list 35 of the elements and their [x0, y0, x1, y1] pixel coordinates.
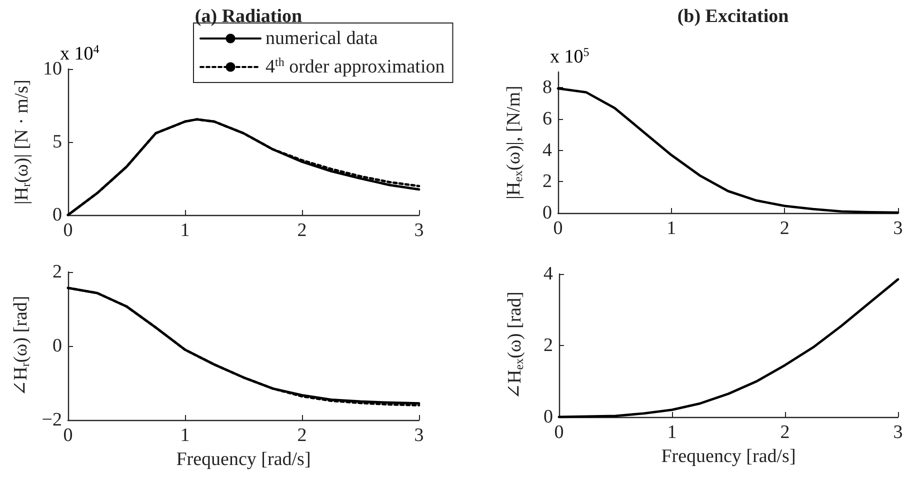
y-tick-label: 2	[52, 262, 62, 282]
x-tick-label: 1	[180, 220, 190, 241]
y-tick-label: 0	[52, 204, 62, 226]
x-tick-label: 3	[414, 425, 424, 446]
y-tick-label: −2	[42, 410, 62, 430]
y-tick-label: 4	[544, 264, 554, 284]
y-tick-label: 0	[52, 336, 62, 356]
y-axis-title: |Hr(ω)| [N · m/s]	[12, 80, 34, 204]
y-tick-label: 2	[544, 335, 553, 356]
y-tick-label: 0	[542, 202, 552, 224]
x-tick-label: 3	[893, 218, 903, 239]
y-tick-label: 6	[542, 108, 552, 130]
y-axis-title: ∠Hex(ω) [rad]	[504, 292, 526, 400]
x-tick-label: 3	[414, 220, 424, 241]
legend-label: numerical data	[266, 28, 378, 49]
y-tick-label: 5	[52, 132, 62, 152]
x-tick-label: 2	[297, 220, 307, 241]
x-tick-label: 1	[667, 422, 677, 443]
x-axis-title: Frequency [rad/s]	[661, 446, 796, 467]
x-tick-label: 1	[666, 218, 676, 239]
chart-title: (b) Excitation	[677, 6, 790, 27]
y-tick-label: 4	[542, 140, 552, 161]
x-tick-label: 3	[893, 422, 903, 443]
x-axis-title: Frequency [rad/s]	[176, 449, 311, 470]
x-tick-label: 2	[780, 218, 790, 239]
y-tick-label: 10	[43, 58, 62, 80]
y-tick-label: 8	[542, 77, 552, 98]
y-axis-title: |Hex(ω)|, [N/m]	[504, 86, 525, 200]
y-axis-title: ∠Hr(ω) [rad]	[10, 296, 32, 396]
y-tick-label: 0	[544, 406, 553, 428]
x-tick-label: 1	[180, 425, 190, 446]
x-tick-label: 2	[780, 422, 790, 443]
chart-title: (a) Radiation	[194, 6, 302, 27]
y-tick-label: 2	[542, 171, 552, 192]
x-tick-label: 2	[297, 425, 307, 446]
